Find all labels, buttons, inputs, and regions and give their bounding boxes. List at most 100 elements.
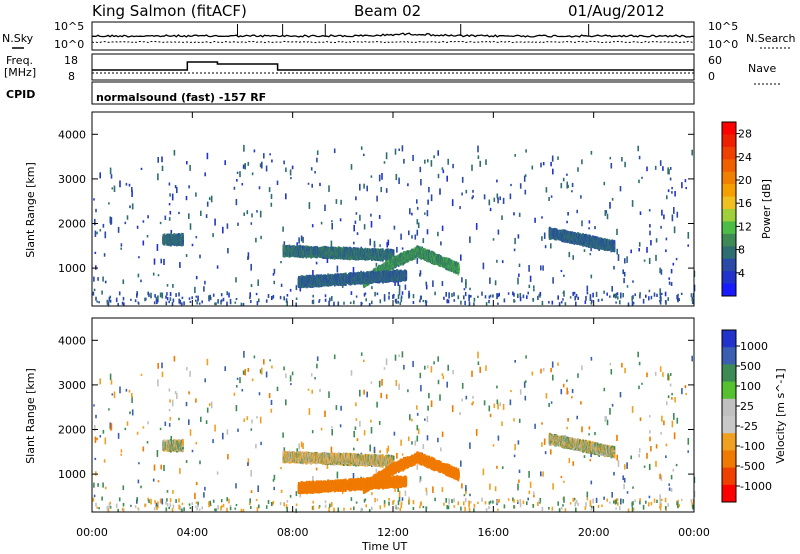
power-cell bbox=[250, 263, 252, 271]
power-cell bbox=[295, 285, 298, 291]
power-cell bbox=[99, 229, 102, 232]
power-cell bbox=[355, 196, 357, 201]
power-cell bbox=[154, 294, 156, 298]
power-cell bbox=[235, 199, 238, 206]
power-cell bbox=[249, 296, 251, 300]
power-cell bbox=[242, 302, 245, 306]
power-cell bbox=[670, 282, 673, 287]
power-cell bbox=[420, 295, 422, 300]
power-cell bbox=[208, 295, 210, 299]
power-cell bbox=[589, 296, 592, 301]
power-cell bbox=[330, 240, 333, 248]
power-cell bbox=[461, 192, 463, 196]
power-cell bbox=[324, 204, 326, 212]
power-cell bbox=[163, 258, 165, 266]
power-cell bbox=[447, 299, 450, 304]
power-cell bbox=[259, 163, 262, 168]
power-cell bbox=[286, 294, 289, 297]
power-cell bbox=[609, 295, 611, 298]
power-cell bbox=[566, 220, 568, 224]
power-cell bbox=[637, 145, 639, 152]
power-cell bbox=[110, 217, 113, 224]
power-cell bbox=[247, 252, 250, 259]
power-cell bbox=[432, 280, 434, 287]
power-cell bbox=[326, 257, 329, 264]
search-noise-line bbox=[91, 40, 695, 44]
power-cell bbox=[641, 176, 643, 179]
power-cell bbox=[276, 180, 279, 186]
power-cell bbox=[566, 173, 568, 176]
power-cell bbox=[191, 296, 193, 300]
power-cell bbox=[507, 292, 510, 295]
power-cell bbox=[256, 210, 258, 213]
power-cell bbox=[518, 212, 521, 217]
power-cell bbox=[295, 302, 297, 307]
power-cell bbox=[424, 159, 426, 164]
freq-tick-top: 18 bbox=[64, 54, 78, 67]
power-cell bbox=[280, 283, 283, 287]
power-cell bbox=[666, 195, 668, 200]
power-cell bbox=[654, 165, 657, 170]
power-cell bbox=[247, 256, 249, 260]
power-cell bbox=[363, 153, 365, 157]
power-cell bbox=[122, 296, 125, 301]
power-cell bbox=[540, 162, 542, 168]
power-cell bbox=[590, 150, 593, 155]
power-cell bbox=[590, 301, 593, 305]
power-cell bbox=[291, 165, 294, 170]
power-cell bbox=[343, 301, 345, 305]
power-cell bbox=[181, 302, 183, 306]
power-cell bbox=[639, 292, 641, 296]
power-cell bbox=[353, 241, 355, 245]
power-cell bbox=[393, 293, 395, 297]
power-cell bbox=[99, 172, 101, 179]
power-cell bbox=[353, 300, 355, 305]
power-cell bbox=[457, 295, 460, 300]
power-cell bbox=[374, 291, 376, 297]
power-cell bbox=[575, 301, 577, 307]
power-cell bbox=[212, 293, 215, 297]
power-cell bbox=[460, 300, 462, 305]
power-cell bbox=[544, 245, 547, 249]
power-cell bbox=[445, 292, 447, 297]
power-cell bbox=[185, 254, 188, 257]
power-cell bbox=[540, 265, 542, 271]
power-cell bbox=[519, 296, 522, 302]
power-cell bbox=[385, 152, 388, 160]
power-cell bbox=[672, 262, 675, 266]
power-cell bbox=[93, 198, 95, 201]
power-cell bbox=[255, 292, 258, 296]
power-cell bbox=[217, 299, 219, 304]
power-cell bbox=[128, 183, 131, 187]
power-cell bbox=[378, 215, 381, 219]
power-cell bbox=[687, 232, 690, 239]
power-cell bbox=[538, 293, 541, 297]
power-cell bbox=[399, 301, 402, 305]
power-cell bbox=[189, 300, 192, 303]
power-cell bbox=[360, 146, 363, 150]
power-cell bbox=[488, 299, 490, 304]
power-cell bbox=[195, 275, 198, 280]
power-cell bbox=[204, 280, 206, 285]
power-cell bbox=[157, 173, 159, 181]
power-cell bbox=[148, 293, 150, 298]
power-cell bbox=[331, 223, 333, 230]
power-cell bbox=[244, 163, 246, 170]
power-cell bbox=[237, 222, 239, 226]
power-cell bbox=[203, 286, 205, 292]
power-cell bbox=[247, 161, 250, 166]
power-cell bbox=[550, 195, 553, 198]
power-cell bbox=[157, 157, 159, 163]
power-cell bbox=[392, 250, 395, 254]
power-cell bbox=[243, 144, 245, 152]
power-cell bbox=[513, 212, 515, 216]
power-cell bbox=[394, 148, 397, 155]
power-cell bbox=[411, 212, 413, 216]
power-cell bbox=[671, 186, 673, 190]
power-cell bbox=[611, 286, 613, 292]
power-cell bbox=[447, 158, 449, 165]
power-cell bbox=[205, 214, 208, 219]
power-cell bbox=[97, 277, 99, 281]
power-cell bbox=[210, 195, 213, 203]
power-cell bbox=[109, 299, 112, 303]
